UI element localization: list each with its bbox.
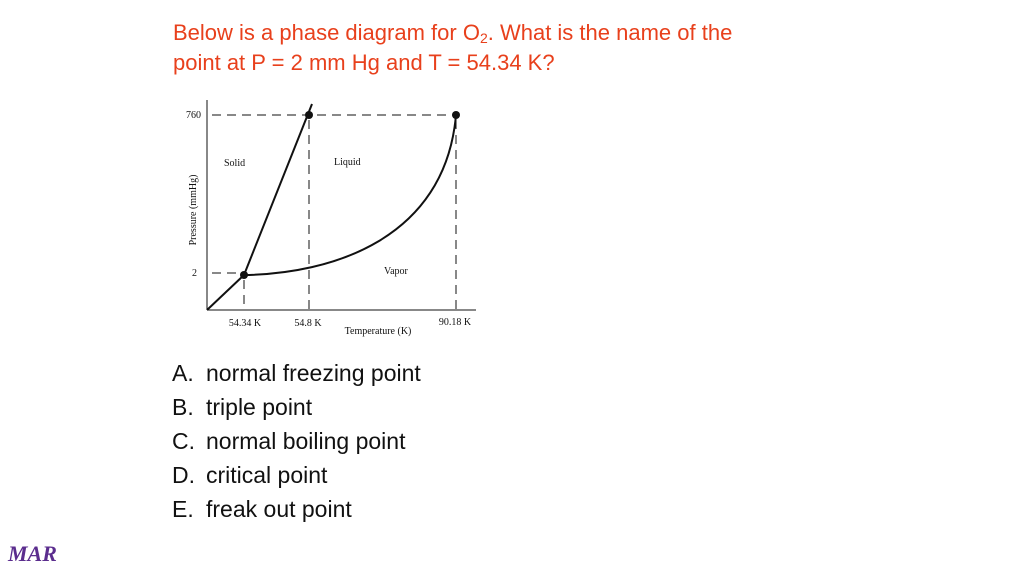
option: C. normal boiling point <box>172 428 405 455</box>
option-letter: A. <box>172 360 194 386</box>
option-text: freak out point <box>206 496 352 522</box>
option: A. normal freezing point <box>172 360 421 387</box>
phase-diagram: 760 2 54.34 K 54.8 K 90.18 K Temperature… <box>186 100 476 337</box>
question-text: Below is a phase diagram for O <box>173 20 480 45</box>
region-label: Liquid <box>334 157 361 168</box>
subscript: 2 <box>479 30 488 46</box>
question-line: Below is a phase diagram for O2. What is… <box>173 20 732 46</box>
question-line: point at P = 2 mm Hg and T = 54.34 K? <box>173 50 555 75</box>
vaporization-curve <box>243 114 457 276</box>
option: D. critical point <box>172 462 327 489</box>
x-axis-label: Temperature (K) <box>345 326 412 337</box>
triple-point <box>240 271 248 279</box>
option-letter: D. <box>172 462 195 488</box>
temperature-label: 90.18 K <box>439 317 472 328</box>
temperature-label: 54.8 K <box>294 318 322 329</box>
critical-point <box>452 111 460 119</box>
fusion-curve <box>243 103 313 276</box>
option-letter: C. <box>172 428 195 454</box>
option: E. freak out point <box>172 496 352 523</box>
option-text: critical point <box>206 462 328 488</box>
option-text: normal boiling point <box>206 428 406 454</box>
option-text: triple point <box>206 394 313 420</box>
region-label: Solid <box>224 158 245 169</box>
sublimation-curve <box>206 274 245 311</box>
y-axis-label: Pressure (mmHg) <box>188 175 199 246</box>
option-letter: B. <box>172 394 194 420</box>
option-text: normal freezing point <box>206 360 421 386</box>
option-letter: E. <box>172 496 194 522</box>
point <box>305 111 313 119</box>
question-text: . What is the name of the <box>487 20 733 45</box>
footer: MAR <box>8 541 57 566</box>
temperature-label: 54.34 K <box>229 318 262 329</box>
option: B. triple point <box>172 394 312 421</box>
region-label: Vapor <box>384 266 409 277</box>
pressure-label: 2 <box>192 268 197 279</box>
pressure-label: 760 <box>186 110 201 121</box>
